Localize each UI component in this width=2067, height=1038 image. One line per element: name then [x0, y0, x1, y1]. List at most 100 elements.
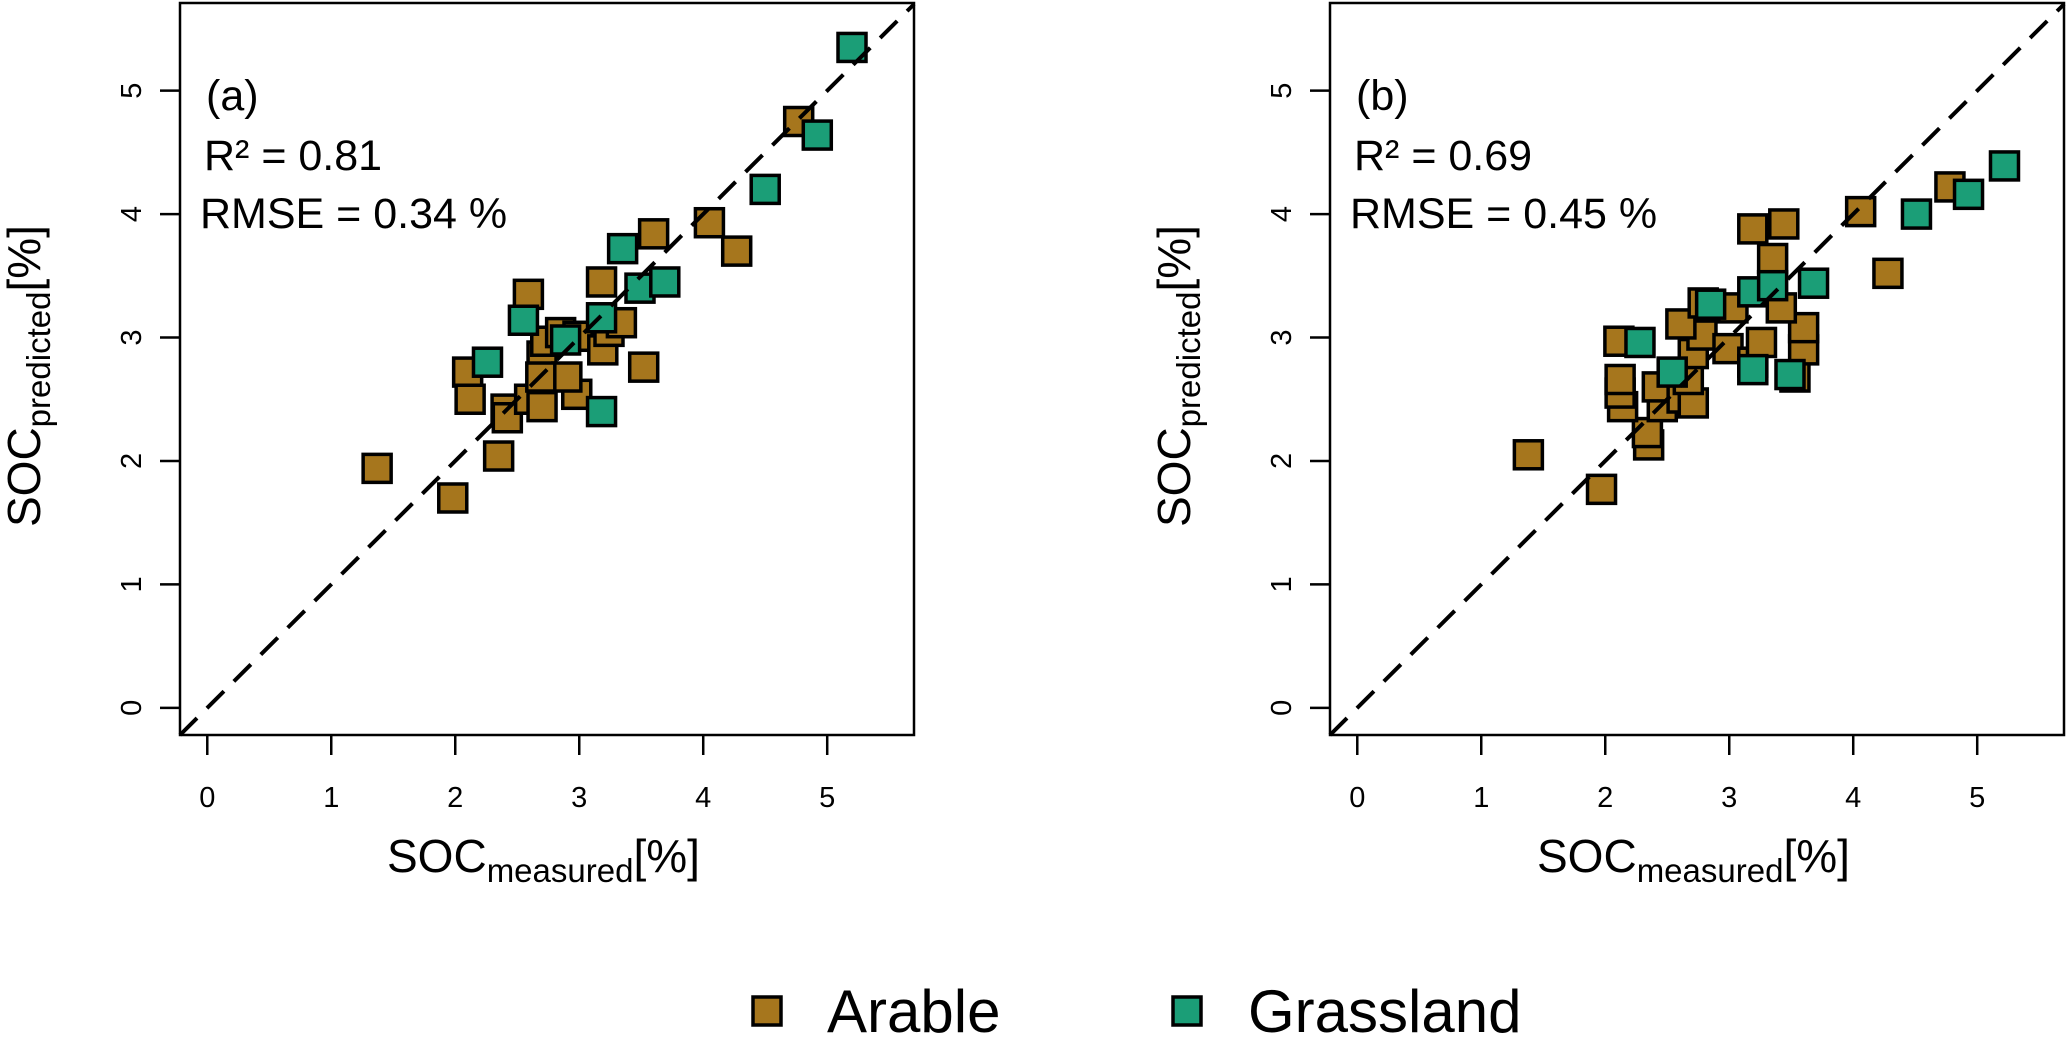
- panel-b-y-tick-label: 1: [1266, 576, 1298, 592]
- panel-b-point-arable: [1631, 416, 1664, 449]
- panel-b-x-tick-label: 0: [1349, 782, 1365, 814]
- panel-a-one-to-one-line: [178, 2, 916, 737]
- panel-b-point-grassland: [1656, 356, 1688, 388]
- panel-a-x-tick-label: 3: [571, 782, 587, 814]
- panel-a-point-arable: [627, 351, 660, 383]
- panel-b-rmse: RMSE = 0.45 %: [1350, 190, 1657, 238]
- panel-a-y-tick-label: 5: [116, 83, 148, 99]
- panel-b-point-grassland: [1624, 326, 1656, 359]
- panel-a-point-arable: [585, 266, 618, 298]
- panel-a-rmse: RMSE = 0.34 %: [200, 190, 507, 238]
- panel-a-point-arable: [720, 235, 753, 267]
- panel-b-y-tick-label: 4: [1266, 206, 1298, 222]
- panel-b-xlabel-sub: measured: [1637, 852, 1784, 889]
- panel-a-point-arable: [551, 361, 583, 393]
- panel-b-y-tick-label: 2: [1266, 453, 1298, 469]
- panel-a-point-arable: [437, 482, 469, 514]
- panel-b-point-grassland: [1694, 288, 1727, 320]
- panel-b-point-arable: [1604, 363, 1636, 396]
- panel-a-x-ticks: 0 1 2 3 4 5: [199, 735, 835, 814]
- panel-a-point-arable: [482, 440, 515, 472]
- panel-b-point-arable: [1844, 195, 1877, 228]
- panel-a-point-arable: [454, 383, 486, 415]
- panel-b-y-ticks: 0 1 2 3 4 5: [1266, 83, 1330, 716]
- panel-b-point-arable: [1768, 208, 1800, 240]
- panel-a-x-tick-label: 1: [323, 782, 339, 814]
- panel-b-point-arable: [1737, 213, 1769, 245]
- panel-b-point-arable: [1585, 473, 1618, 506]
- panel-a-point-grassland: [649, 266, 681, 298]
- panel-a: 0 1 2 3 4 5 0 1 2 3 4 5 (a) R² = 0.81 RMSE = 0.34 …: [0, 1, 916, 889]
- panel-a-y-axis-label: SOCpredicted[%]: [0, 225, 57, 527]
- panel-a-y-tick-label: 2: [116, 453, 148, 469]
- panel-a-xlabel-sub: measured: [487, 852, 634, 889]
- panel-b-ylabel-main: SOC: [1148, 427, 1200, 527]
- panel-a-xlabel-unit: [%]: [633, 830, 699, 882]
- panel-a-point-grassland: [471, 346, 504, 378]
- panel-b-xlabel-main: SOC: [1537, 830, 1637, 882]
- panel-b-y-axis-label: SOCpredicted[%]: [1148, 225, 1207, 527]
- panel-b-point-grassland: [1737, 353, 1769, 386]
- panel-b-xlabel-unit: [%]: [1783, 830, 1849, 882]
- legend: Arable Grassland: [751, 978, 1521, 1038]
- panel-b-point-grassland: [1900, 198, 1933, 230]
- panel-a-r2: R² = 0.81: [204, 132, 382, 180]
- panel-a-y-ticks: 0 1 2 3 4 5: [116, 83, 180, 716]
- panel-a-points: [361, 31, 868, 514]
- legend-label-arable: Arable: [827, 978, 1000, 1038]
- panel-b-x-ticks: 0 1 2 3 4 5: [1349, 735, 1985, 814]
- panel-a-point-arable: [693, 206, 726, 239]
- panel-a-y-tick-label: 0: [116, 700, 148, 716]
- panel-b-x-tick-label: 2: [1597, 782, 1613, 814]
- panel-b-r2: R² = 0.69: [1354, 132, 1532, 180]
- panel-a-x-axis-label: SOCmeasured[%]: [387, 830, 700, 889]
- panel-b-point-grassland: [1797, 267, 1830, 299]
- panel-a-x-tick-label: 0: [199, 782, 215, 814]
- panel-b-point-arable: [1512, 439, 1545, 471]
- panel-b-x-tick-label: 3: [1721, 782, 1737, 814]
- panel-a-ylabel-sub: predicted: [20, 292, 57, 428]
- panel-a-x-tick-label: 4: [695, 782, 711, 814]
- legend-label-grassland: Grassland: [1248, 978, 1521, 1038]
- panel-b: 0 1 2 3 4 5 0 1 2 3 4 5 (b) R² = 0.69 RMSE = 0.45 …: [1148, 1, 2066, 889]
- panel-a-point-arable: [526, 390, 558, 423]
- panel-b-x-tick-label: 5: [1969, 782, 1985, 814]
- panel-b-x-tick-label: 1: [1473, 782, 1489, 814]
- panel-a-ylabel-main: SOC: [0, 427, 50, 527]
- panel-b-point-grassland: [1952, 178, 1985, 211]
- legend-marker-grassland: [1171, 995, 1203, 1027]
- panel-a-point-grassland: [507, 304, 540, 336]
- panel-b-point-arable: [1872, 257, 1904, 290]
- panel-a-y-tick-label: 3: [116, 329, 148, 345]
- panel-b-point-grassland: [1774, 358, 1806, 391]
- panel-a-point-grassland: [585, 395, 618, 428]
- panel-a-xlabel-main: SOC: [387, 830, 487, 882]
- panel-a-plot-frame: [178, 1, 916, 737]
- panel-b-y-tick-label: 0: [1266, 700, 1298, 716]
- panel-a-point-arable: [361, 452, 393, 485]
- panel-b-y-tick-label: 5: [1266, 83, 1298, 99]
- panel-b-ylabel-unit: [%]: [1148, 225, 1200, 291]
- panel-a-point-arable: [637, 218, 670, 250]
- panel-b-x-axis-label: SOCmeasured[%]: [1537, 830, 1850, 889]
- panel-b-point-arable: [1745, 326, 1778, 359]
- panel-b-ylabel-sub: predicted: [1170, 292, 1207, 428]
- panel-a-point-grassland: [801, 119, 834, 151]
- panel-b-point-grassland: [1988, 150, 2021, 182]
- panel-b-plot-frame: [1328, 1, 2066, 737]
- panel-a-label: (a): [206, 72, 259, 120]
- panel-a-point-grassland: [606, 232, 639, 265]
- panel-a-y-tick-label: 1: [116, 576, 148, 592]
- panel-b-one-to-one-line: [1328, 2, 2066, 737]
- panel-a-point-arable: [512, 278, 545, 311]
- panel-b-y-tick-label: 3: [1266, 329, 1298, 345]
- panel-a-ylabel-unit: [%]: [0, 225, 50, 291]
- legend-marker-arable: [751, 995, 783, 1027]
- panel-a-point-grassland: [749, 173, 781, 206]
- panel-b-x-tick-label: 4: [1845, 782, 1861, 814]
- panel-a-x-tick-label: 2: [447, 782, 463, 814]
- panel-a-x-tick-label: 5: [819, 782, 835, 814]
- panel-b-label: (b): [1356, 72, 1409, 120]
- panel-b-point-arable: [1756, 242, 1789, 275]
